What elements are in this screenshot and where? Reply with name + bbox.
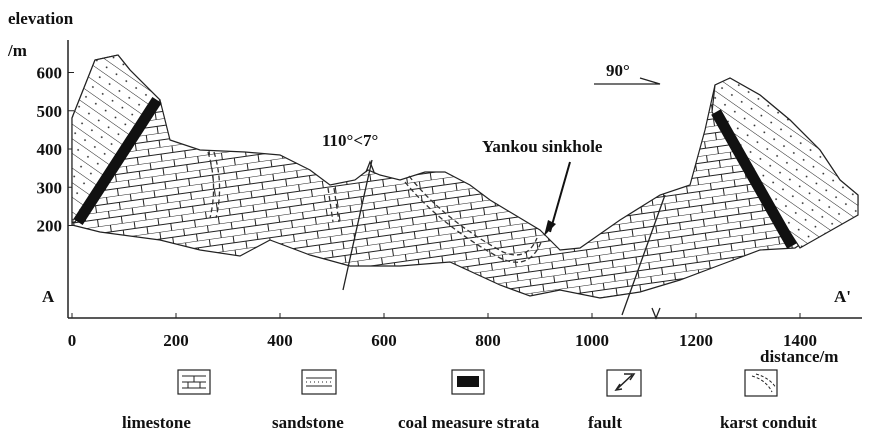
legend-swatch [744, 369, 778, 397]
y-tick-label: 400 [37, 140, 63, 159]
fault-attitude: 110°<7° [322, 131, 378, 150]
direction-arrow [594, 77, 661, 85]
limestone-body [71, 54, 859, 299]
legend-label: fault [588, 413, 622, 432]
fault-arrows [365, 160, 661, 320]
y-tick-label: 500 [37, 102, 63, 121]
axes: elevation /m distance/m [7, 9, 862, 366]
legend-label: karst conduit [720, 413, 817, 432]
coal-seam-right [711, 109, 797, 249]
y-tick-label: 300 [37, 178, 63, 197]
x-tick-label: 1400 [783, 331, 817, 350]
legend-label: limestone [122, 413, 191, 432]
x-tick-label: 1000 [575, 331, 609, 350]
sinkhole-label: Yankou sinkhole [482, 137, 603, 156]
karst-conduits [207, 151, 543, 263]
fault-line [342, 159, 373, 291]
y-tick-label: 600 [37, 64, 63, 83]
legend-label: sandstone [272, 413, 344, 432]
x-tick-label: 0 [68, 331, 77, 350]
y-axis-unit: /m [7, 41, 27, 60]
x-tick-label: 200 [163, 331, 189, 350]
sinkhole-pointer [549, 161, 571, 233]
coal-seam-left [73, 97, 162, 225]
x-tick-label: 1200 [679, 331, 713, 350]
section-start: A [42, 287, 55, 306]
geology [71, 54, 859, 320]
sandstone-right [711, 77, 859, 249]
section-end: A' [834, 287, 851, 306]
fault-line [621, 194, 666, 316]
legend: limestone sandstone coal measure strata … [122, 369, 817, 432]
direction-label: 90° [606, 61, 630, 80]
legend-label: coal measure strata [398, 413, 540, 432]
sandstone-left [71, 54, 161, 223]
x-tick-label: 600 [371, 331, 397, 350]
x-tick-label: 800 [475, 331, 501, 350]
y-tick-label: 200 [37, 217, 63, 236]
y-axis-label: elevation [8, 9, 74, 28]
pointer-head [544, 220, 556, 236]
x-axis-label: distance/m [760, 347, 838, 366]
x-tick-label: 400 [267, 331, 293, 350]
ticks: 200 300 400 500 600 0 200 400 600 800 1000 1200 1400 [37, 64, 818, 351]
